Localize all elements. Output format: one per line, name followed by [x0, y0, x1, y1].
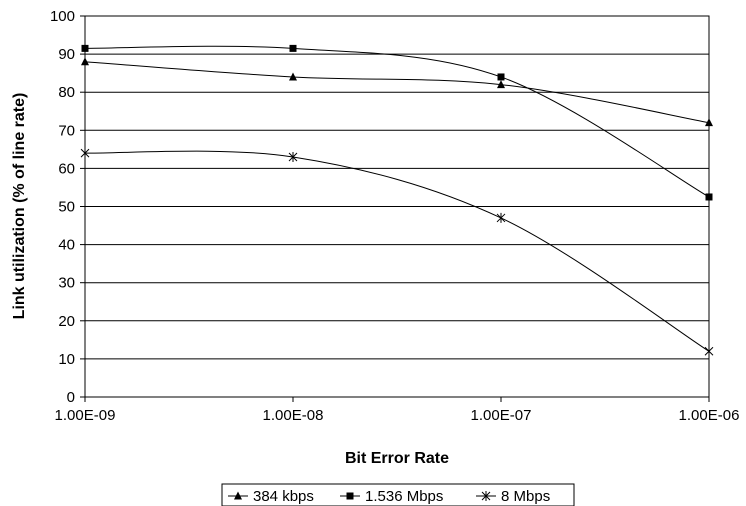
data-point — [497, 80, 505, 89]
data-point — [705, 118, 713, 127]
legend: 384 kbps 1.536 Mbps 8 Mbps — [221, 483, 575, 506]
legend-marker — [234, 491, 242, 500]
gridlines — [85, 53, 709, 360]
series-line — [84, 150, 710, 352]
series-1 — [81, 44, 713, 201]
y-tick-label: 50 — [58, 199, 75, 216]
plot-area-frame — [84, 15, 710, 398]
legend-label: 8 Mbps — [501, 488, 550, 505]
data-point — [289, 44, 297, 52]
data-point — [704, 346, 714, 357]
y-tick-label: 20 — [58, 313, 75, 330]
y-tick-label: 100 — [50, 8, 75, 25]
data-point — [81, 44, 89, 52]
y-tick-label: 10 — [58, 351, 75, 368]
y-tick-label: 60 — [58, 160, 75, 177]
y-tick-label: 40 — [58, 237, 75, 254]
y-tick-label: 70 — [58, 122, 75, 139]
x-tick-label: 1.00E-06 — [679, 407, 740, 424]
y-tick-label: 80 — [58, 84, 75, 101]
series-line — [84, 45, 710, 198]
legend-label: 384 kbps — [253, 488, 314, 505]
x-axis-title: Bit Error Rate — [345, 450, 449, 467]
x-tick-label: 1.00E-09 — [55, 407, 116, 424]
y-axis-ticks: 0 10 20 30 40 50 60 70 80 90 100 — [50, 8, 85, 406]
y-tick-label: 90 — [58, 46, 75, 63]
x-axis-ticks: 1.00E-09 1.00E-08 1.00E-07 1.00E-06 — [55, 397, 740, 424]
data-point — [705, 193, 713, 201]
data-point — [289, 72, 297, 81]
x-tick-label: 1.00E-07 — [471, 407, 532, 424]
legend-label: 1.536 Mbps — [365, 488, 443, 505]
data-point — [80, 148, 90, 159]
data-point — [496, 212, 506, 223]
y-tick-label: 0 — [67, 389, 75, 406]
y-tick-label: 30 — [58, 275, 75, 292]
x-tick-label: 1.00E-08 — [263, 407, 324, 424]
data-point — [81, 57, 89, 66]
legend-marker — [481, 491, 491, 501]
series-line — [84, 61, 710, 124]
y-axis-title: Link utilization (% of line rate) — [11, 93, 28, 320]
series-group — [80, 44, 714, 357]
series-2 — [80, 148, 714, 357]
data-point — [288, 151, 298, 162]
series-0 — [81, 57, 713, 127]
data-point — [497, 73, 505, 81]
legend-marker — [346, 492, 354, 500]
